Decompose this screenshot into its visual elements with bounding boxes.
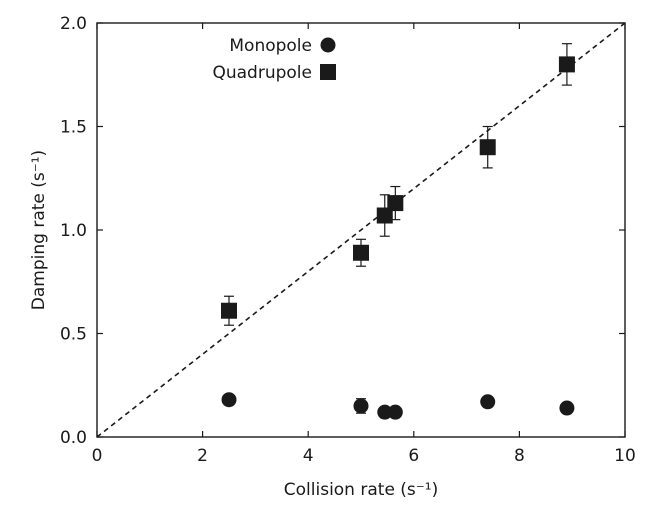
x-tick-label: 6 — [408, 446, 419, 466]
y-axis-title: Damping rate (s⁻¹) — [29, 150, 49, 310]
x-tick-label: 4 — [303, 446, 314, 466]
quadrupole-point — [479, 139, 496, 156]
legend: Monopole Quadrupole — [212, 36, 336, 83]
monopole-point — [353, 398, 369, 414]
reference-dashed-line — [96, 22, 626, 438]
y-tick-label: 2.0 — [60, 14, 87, 34]
legend-label-quadrupole: Quadrupole — [212, 63, 312, 83]
axis-ticks: 0 2 4 6 8 10 0.0 0.5 1.0 1.5 2.0 — [60, 14, 636, 466]
quadrupole-point — [353, 244, 369, 261]
data-points — [221, 43, 575, 420]
legend-label-monopole: Monopole — [229, 36, 312, 56]
x-tick-label: 10 — [614, 446, 636, 466]
monopole-point — [559, 400, 575, 416]
x-tick-label: 2 — [197, 446, 208, 466]
legend-marker-monopole — [320, 37, 336, 53]
x-axis-title: Collision rate (s⁻¹) — [284, 480, 438, 500]
quadrupole-point — [221, 302, 237, 319]
x-tick-label: 8 — [514, 446, 525, 466]
y-tick-label: 1.0 — [60, 221, 87, 241]
y-tick-label: 0.0 — [60, 428, 87, 448]
x-tick-label: 0 — [92, 446, 103, 466]
y-tick-label: 0.5 — [60, 325, 87, 345]
y-tick-label: 1.5 — [60, 118, 87, 138]
quadrupole-point — [387, 195, 404, 212]
monopole-point — [221, 392, 237, 408]
legend-marker-quadrupole — [320, 64, 336, 80]
monopole-point — [387, 404, 403, 420]
reference-line-layer — [96, 22, 626, 438]
monopole-point — [377, 404, 393, 420]
quadrupole-point — [376, 207, 393, 224]
quadrupole-point — [558, 56, 575, 73]
monopole-point — [480, 394, 496, 410]
